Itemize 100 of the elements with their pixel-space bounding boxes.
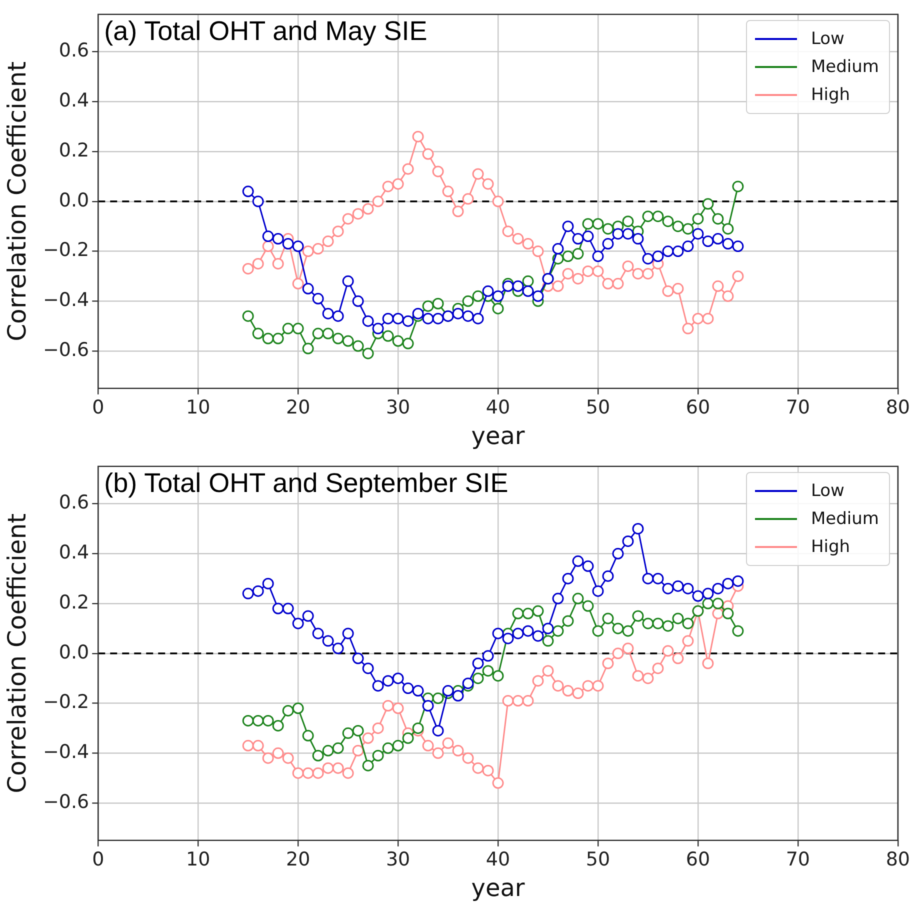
point <box>322 762 334 774</box>
point <box>722 290 734 302</box>
point <box>452 308 464 320</box>
point <box>662 582 674 594</box>
point <box>682 240 694 252</box>
point <box>312 750 324 762</box>
point <box>302 282 314 294</box>
y-tick-label: 0.0 <box>58 641 90 664</box>
point <box>502 280 514 292</box>
point <box>472 312 484 324</box>
legend-label: High <box>810 537 850 558</box>
point <box>462 752 474 764</box>
point <box>352 744 364 756</box>
point <box>342 275 354 287</box>
point <box>532 246 544 258</box>
point <box>342 727 354 739</box>
point <box>272 602 284 614</box>
point <box>312 628 324 640</box>
point <box>352 652 364 664</box>
point <box>672 246 684 258</box>
point <box>312 767 324 779</box>
point <box>642 572 654 584</box>
point <box>462 310 474 322</box>
point <box>292 278 304 290</box>
point <box>342 335 354 347</box>
point <box>642 672 654 684</box>
chart-title: (b) Total OHT and September SIE <box>104 468 508 500</box>
point <box>532 290 544 302</box>
point <box>632 522 644 534</box>
legend-label: Medium <box>810 509 879 530</box>
point <box>602 570 614 582</box>
point <box>482 764 494 776</box>
point <box>352 340 364 352</box>
point <box>472 672 484 684</box>
point <box>672 580 684 592</box>
point <box>622 625 634 637</box>
point <box>382 180 394 192</box>
point <box>462 193 474 205</box>
point <box>342 628 354 640</box>
point <box>432 747 444 759</box>
point <box>462 295 474 307</box>
point <box>432 724 444 736</box>
point <box>562 685 574 697</box>
point <box>522 238 534 250</box>
point <box>242 262 254 274</box>
point <box>292 618 304 630</box>
point <box>432 692 444 704</box>
point <box>492 777 504 789</box>
point <box>372 750 384 762</box>
y-tick-label: 0.6 <box>58 492 90 514</box>
point <box>592 265 604 277</box>
point <box>252 714 264 726</box>
point <box>652 572 664 584</box>
point <box>272 258 284 270</box>
point <box>642 618 654 630</box>
point <box>562 220 574 232</box>
point <box>392 335 404 347</box>
point <box>662 645 674 657</box>
point <box>362 348 374 360</box>
point <box>372 322 384 334</box>
point <box>322 635 334 647</box>
point <box>672 282 684 294</box>
point <box>382 700 394 712</box>
point <box>432 298 444 310</box>
point <box>612 648 624 660</box>
point <box>472 290 484 302</box>
point <box>282 752 294 764</box>
point <box>632 268 644 280</box>
point <box>642 210 654 222</box>
point <box>582 230 594 242</box>
point <box>722 578 734 590</box>
point <box>722 223 734 235</box>
point <box>562 572 574 584</box>
point <box>532 630 544 642</box>
point <box>322 328 334 340</box>
y-tick-label: −0.2 <box>42 239 90 262</box>
point <box>252 258 264 270</box>
point <box>272 233 284 245</box>
point <box>242 714 254 726</box>
x-tick-label: 30 <box>386 848 410 871</box>
point <box>442 685 454 697</box>
point <box>382 312 394 324</box>
point <box>712 582 724 594</box>
point <box>532 605 544 617</box>
point <box>602 658 614 670</box>
point <box>702 198 714 210</box>
point <box>632 670 644 682</box>
point <box>412 308 424 320</box>
point <box>702 312 714 324</box>
point <box>242 310 254 322</box>
point <box>292 322 304 334</box>
point <box>712 213 724 225</box>
point <box>582 218 594 230</box>
x-tick-label: 0 <box>92 848 104 871</box>
point <box>552 280 564 292</box>
point <box>582 680 594 692</box>
point <box>392 740 404 752</box>
point <box>262 332 274 344</box>
point <box>362 662 374 674</box>
x-tick-label: 30 <box>386 396 410 419</box>
